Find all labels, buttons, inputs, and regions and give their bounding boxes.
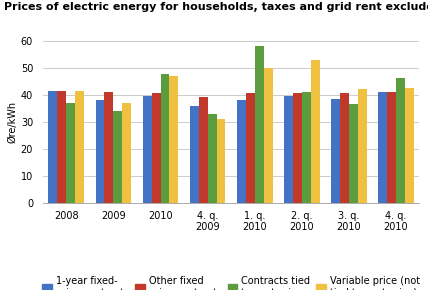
Legend: 1-year fixed-
price contracts, Other fixed
price contracts, Contracts tied
to sp: 1-year fixed- price contracts, Other fix…	[42, 276, 420, 290]
Bar	[95, 100, 104, 203]
Bar	[387, 92, 396, 203]
Bar	[284, 96, 293, 203]
Bar	[208, 114, 217, 203]
Bar	[255, 46, 264, 203]
Bar	[340, 93, 349, 203]
Bar	[152, 93, 160, 203]
Bar	[358, 89, 367, 203]
Bar	[378, 92, 387, 203]
Bar	[75, 91, 84, 203]
Bar	[160, 75, 169, 203]
Bar	[190, 106, 199, 203]
Bar	[264, 68, 273, 203]
Bar	[48, 91, 57, 203]
Bar	[405, 88, 414, 203]
Bar	[217, 119, 226, 203]
Bar	[122, 103, 131, 203]
Bar	[293, 93, 302, 203]
Bar	[331, 99, 340, 203]
Bar	[57, 91, 66, 203]
Bar	[246, 93, 255, 203]
Bar	[311, 59, 320, 203]
Bar	[169, 76, 178, 203]
Bar	[199, 97, 208, 203]
Text: Prices of electric energy for households, taxes and grid rent excluded. Øre/kWh: Prices of electric energy for households…	[4, 1, 428, 12]
Y-axis label: Øre/kWh: Øre/kWh	[8, 101, 18, 143]
Bar	[396, 79, 405, 203]
Bar	[66, 103, 75, 203]
Bar	[237, 100, 246, 203]
Bar	[143, 96, 152, 203]
Bar	[302, 92, 311, 203]
Bar	[349, 104, 358, 203]
Bar	[104, 92, 113, 203]
Bar	[113, 111, 122, 203]
